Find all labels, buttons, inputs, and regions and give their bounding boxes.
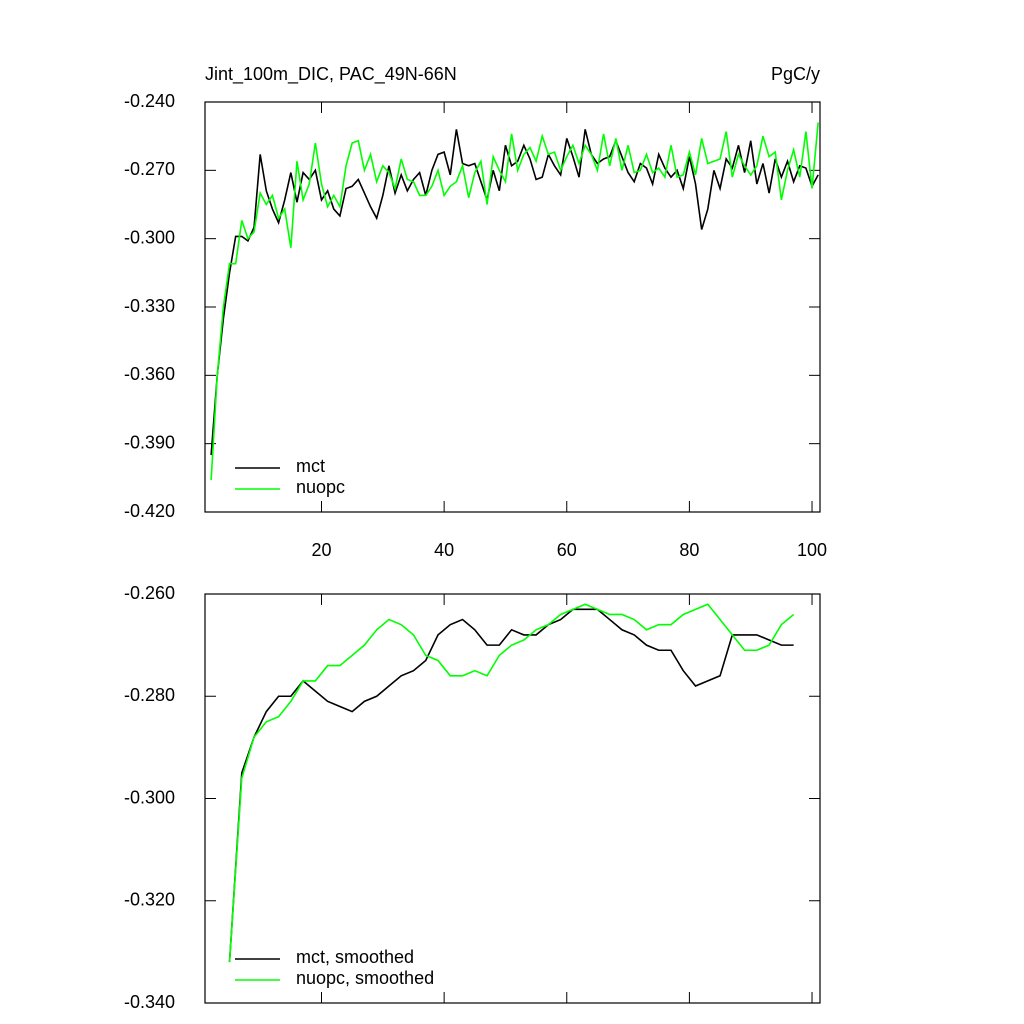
data-line [228, 608, 794, 963]
y-tick-label: -0.300 [124, 227, 175, 247]
x-tick-label: 60 [557, 540, 577, 560]
x-tick-label: 20 [311, 540, 331, 560]
x-tick-label: 100 [797, 540, 827, 560]
chart-title: Jint_100m_DIC, PAC_49N-66N [205, 64, 457, 85]
y-tick-label: -0.320 [124, 890, 175, 910]
data-line [210, 122, 819, 481]
legend-label: mct [296, 456, 325, 476]
y-tick-label: -0.280 [124, 685, 175, 705]
legend-label: nuopc [296, 477, 345, 497]
y-tick-label: -0.270 [124, 159, 175, 179]
data-line [210, 129, 819, 456]
units-label: PgC/y [771, 64, 820, 84]
y-tick-label: -0.360 [124, 364, 175, 384]
y-tick-label: -0.330 [124, 296, 175, 316]
y-tick-label: -0.240 [124, 91, 175, 111]
legend-label: nuopc, smoothed [296, 968, 434, 988]
plot-frame [204, 593, 821, 1004]
x-tick-label: 40 [434, 540, 454, 560]
x-tick-label: 80 [679, 540, 699, 560]
y-tick-label: -0.390 [124, 432, 175, 452]
data-line [228, 603, 795, 963]
legend-label: mct, smoothed [296, 947, 414, 967]
y-tick-label: -0.340 [124, 992, 175, 1012]
y-tick-label: -0.300 [124, 787, 175, 807]
y-tick-label: -0.260 [124, 583, 175, 603]
y-tick-label: -0.420 [124, 501, 175, 521]
